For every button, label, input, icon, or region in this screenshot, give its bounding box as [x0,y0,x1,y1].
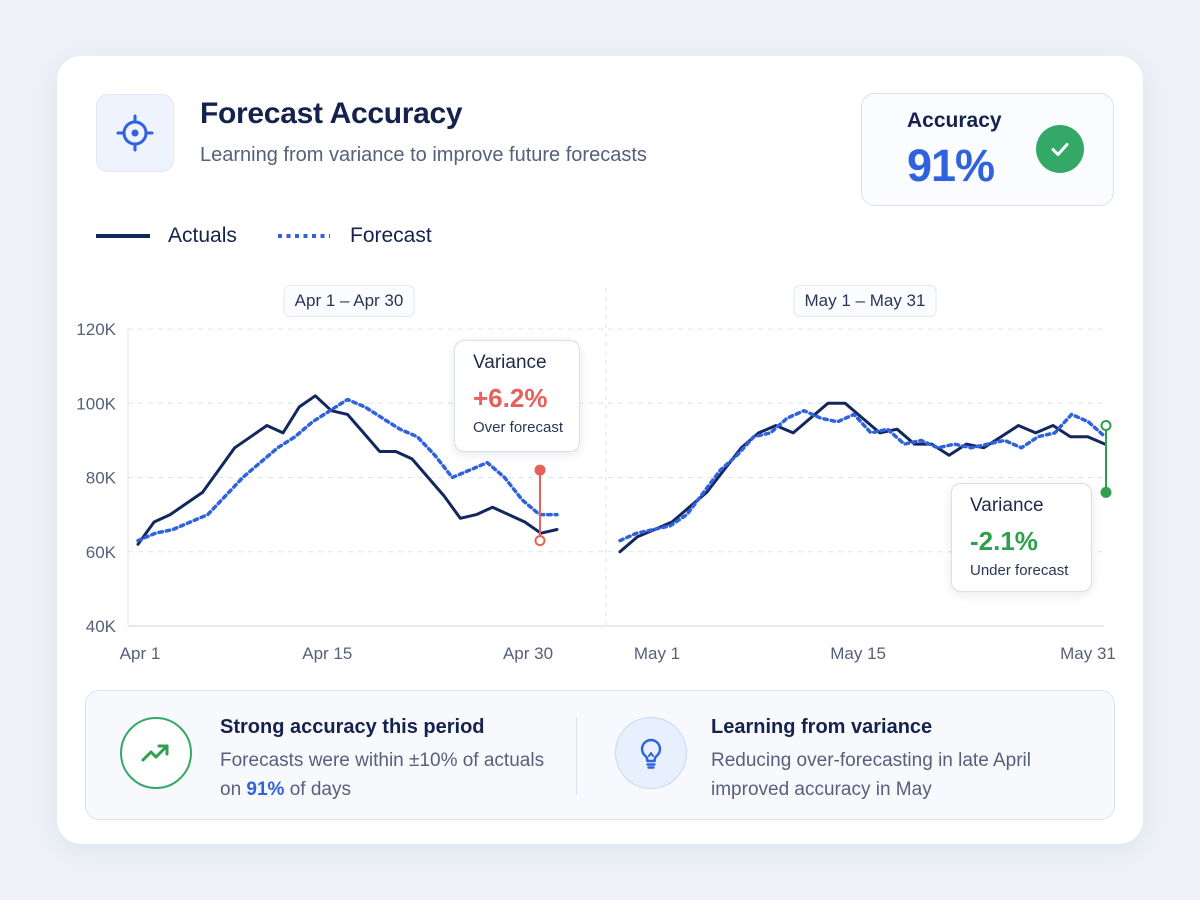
legend-label-actuals: Actuals [168,224,237,247]
y-tick-label: 120K [76,320,116,339]
range-label-may: May 1 – May 31 [793,285,937,317]
forecast-series-line [618,408,1107,543]
variance-tooltip-april: Variance +6.2% Over forecast [454,340,580,452]
variance-value: +6.2% [473,383,548,413]
forecast-swatch [278,234,330,238]
summary-learning-title: Learning from variance [711,716,933,738]
accuracy-label: Accuracy [907,109,1002,132]
accuracy-card: Accuracy 91% [861,93,1114,206]
legend-item-actuals: Actuals [96,222,237,250]
accuracy-value: 91% [907,140,995,191]
check-icon [1036,125,1084,173]
variance-dot-actual [534,535,546,547]
summary-divider [576,717,577,795]
summary-accuracy-text: Forecasts were within ±10% of actuals on… [220,746,544,804]
forecast-series-line [136,397,559,543]
y-tick-label: 100K [76,394,116,413]
summary-learning-text: Reducing over-forecasting in late April … [711,746,1031,804]
variance-value: -2.1% [970,526,1038,556]
x-tick-label: May 31 [1060,644,1116,663]
summary-line2-pre: on [220,779,242,800]
variance-dot-forecast [1100,486,1112,498]
actuals-series-line [136,394,559,546]
summary-accuracy-title: Strong accuracy this period [220,716,485,738]
page-title: Forecast Accuracy [200,97,463,130]
variance-caption: Over forecast [473,419,564,436]
variance-caption: Under forecast [970,562,1069,579]
actuals-swatch [96,234,150,238]
x-tick-label: Apr 15 [302,644,352,663]
page-subtitle: Learning from variance to improve future… [200,144,647,166]
x-tick-label: May 1 [634,644,680,663]
summary-highlight-percent: 91% [246,779,285,800]
x-tick-label: Apr 30 [503,644,553,663]
trending-up-icon [120,717,192,789]
summary-line2-post: of days [289,779,351,800]
legend-label-forecast: Forecast [350,224,432,247]
variance-tooltip-may: Variance -2.1% Under forecast [951,483,1092,592]
x-tick-label: May 15 [830,644,886,663]
lightbulb-icon [615,717,687,789]
x-tick-label: Apr 1 [120,644,161,663]
variance-title: Variance [473,352,547,373]
target-icon [96,94,174,172]
summary-learning-line2: improved accuracy in May [711,779,932,800]
summary-panel: Strong accuracy this period Forecasts we… [85,690,1115,820]
y-tick-label: 80K [86,469,117,488]
y-tick-label: 60K [86,543,117,562]
summary-accuracy-line2: on 91% of days [220,775,544,804]
summary-accuracy-line1: Forecasts were within ±10% of actuals [220,750,545,771]
summary-learning-line1: Reducing over-forecasting in late April [711,750,1032,771]
variance-dot-actual [1100,420,1112,432]
y-tick-label: 40K [86,617,117,636]
variance-title: Variance [970,495,1044,516]
range-label-april: Apr 1 – Apr 30 [283,285,415,317]
variance-dot-forecast [534,464,546,476]
legend-item-forecast: Forecast [276,222,432,250]
